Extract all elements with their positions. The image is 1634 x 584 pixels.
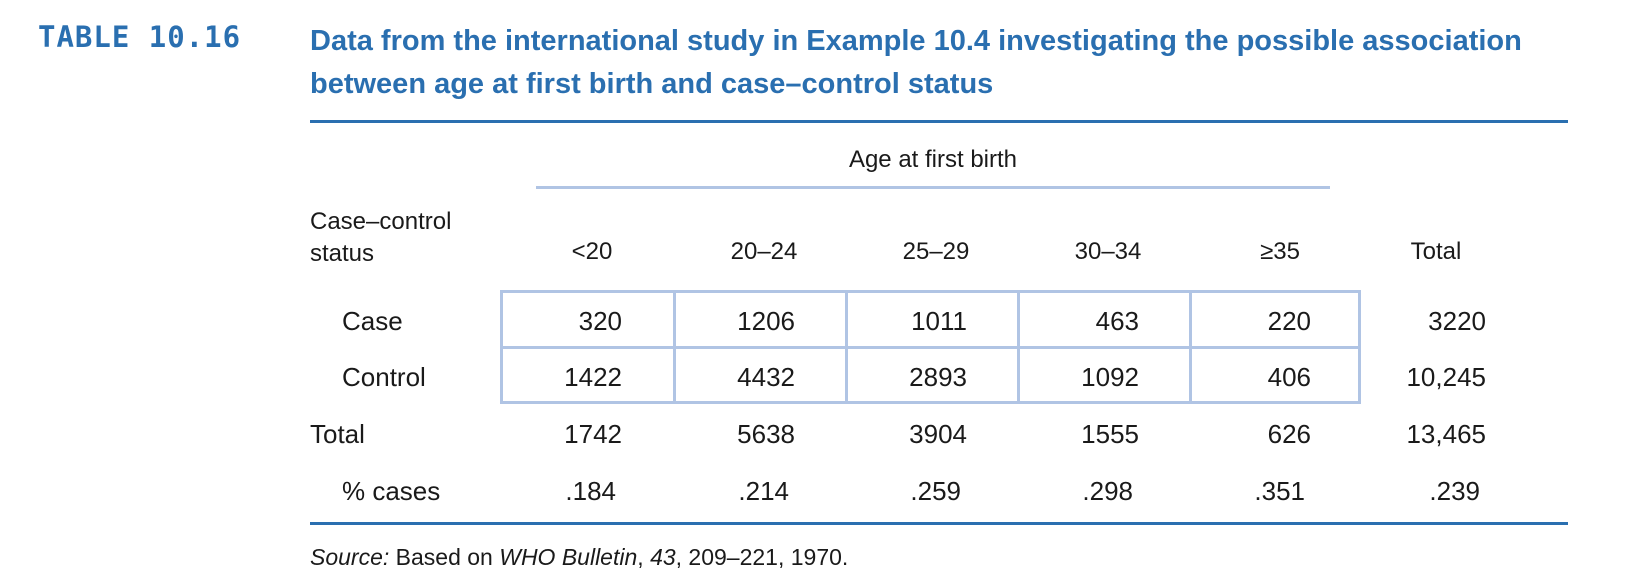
source-text: Based on [389, 544, 500, 570]
table-cell: 3904 [909, 419, 967, 449]
row-label-total: Total [310, 419, 365, 449]
source-volume: 43 [650, 544, 676, 570]
table-cell: .259 [910, 476, 961, 506]
contingency-row-divider [500, 346, 1361, 349]
table-cell: 3220 [1428, 306, 1486, 336]
contingency-col-divider [845, 290, 848, 404]
top-rule [310, 120, 1568, 123]
source-note: Source: Based on WHO Bulletin, 43, 209–2… [310, 544, 848, 571]
table-cell: 1011 [911, 306, 967, 336]
table-cell: 10,245 [1406, 362, 1486, 392]
row-label-case: Case [342, 306, 403, 336]
table-cell: .351 [1254, 476, 1305, 506]
contingency-col-divider [673, 290, 676, 404]
contingency-col-divider [1189, 290, 1192, 404]
table-cell: 2893 [909, 362, 967, 392]
bottom-rule [310, 522, 1568, 525]
col-header-25-29: 25–29 [902, 238, 970, 265]
row-label-control: Control [342, 362, 426, 392]
table-cell: .184 [565, 476, 616, 506]
table-cell: 463 [1095, 306, 1139, 336]
table-cell: 1422 [564, 362, 622, 392]
source-separator: , [637, 544, 651, 570]
stub-header-line2: status [310, 240, 375, 267]
col-header-under-20: <20 [571, 238, 613, 265]
table-cell: 13,465 [1406, 419, 1486, 449]
row-label-percent-cases: % cases [342, 476, 441, 506]
table-cell: 626 [1267, 419, 1311, 449]
source-journal: WHO Bulletin [499, 544, 638, 570]
table-cell: 1742 [564, 419, 622, 449]
table-cell: .239 [1429, 476, 1480, 506]
table-cell: 1555 [1081, 419, 1139, 449]
table-cell: .214 [738, 476, 789, 506]
table-cell: 4432 [737, 362, 795, 392]
col-header-30-34: 30–34 [1074, 238, 1142, 265]
table-cell: 5638 [737, 419, 795, 449]
stub-header-line1: Case–control [310, 208, 452, 235]
spanner-header: Age at first birth [848, 146, 1018, 173]
col-header-total: Total [1410, 238, 1462, 265]
table-cell: 406 [1267, 362, 1311, 392]
source-pages: , 209–221, 1970. [675, 544, 849, 570]
table-label: TABLE 10.16 [38, 20, 242, 54]
table-cell: 1092 [1081, 362, 1139, 392]
col-header-35-plus: ≥35 [1260, 238, 1300, 265]
contingency-col-divider [1017, 290, 1020, 404]
table-cell: 220 [1267, 306, 1311, 336]
table-cell: .298 [1082, 476, 1133, 506]
stub-header: Case–control status [310, 206, 451, 270]
table-cell: 1206 [737, 306, 795, 336]
source-prefix: Source: [310, 544, 390, 570]
col-header-20-24: 20–24 [730, 238, 798, 265]
table-title: Data from the international study in Exa… [310, 25, 1522, 100]
spanner-rule [536, 186, 1330, 189]
table-cell: 320 [578, 306, 622, 336]
